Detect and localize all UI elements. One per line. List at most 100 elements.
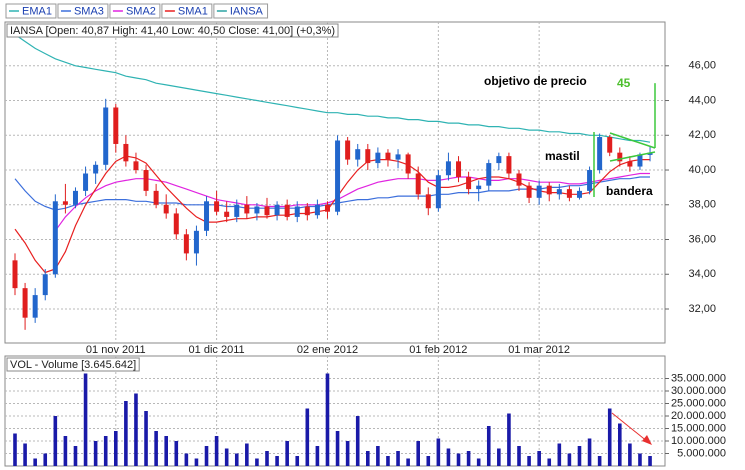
volume-bar [83, 373, 88, 466]
volume-bar [103, 436, 108, 466]
candle-body [324, 204, 330, 212]
volume-bar [527, 456, 531, 466]
legend: EMA1 SMA3 SMA2 SMA1 IANSA [5, 3, 269, 19]
volume-bar [335, 431, 340, 466]
candle-body [294, 206, 300, 217]
indicator-line [54, 172, 650, 232]
candle-body [52, 201, 58, 275]
legend-frame [109, 3, 161, 19]
volume-bar [245, 443, 249, 466]
candle-body [314, 204, 320, 216]
candle-body [365, 149, 371, 164]
candle-body [193, 230, 199, 254]
volume-bar [174, 441, 179, 466]
volume-bar [466, 451, 471, 466]
legend-frame [213, 3, 269, 19]
volume-bar [13, 433, 17, 466]
candle-body [42, 274, 48, 296]
candle-body [143, 170, 149, 191]
candle-body [576, 190, 582, 198]
volume-bar [154, 431, 158, 466]
y-tick-label: 46,00 [688, 60, 716, 72]
volume-bar [265, 451, 269, 466]
x-tick-label: 01 mar 2012 [508, 344, 570, 356]
volume-bar [607, 408, 612, 466]
candle-body [486, 163, 492, 186]
info-frame [6, 23, 339, 38]
legend-label: SMA1 [178, 5, 208, 17]
flag-top-line [609, 132, 656, 149]
candle-body [566, 189, 572, 198]
candle-body [113, 107, 119, 144]
y-tick-label: 5.000.000 [677, 447, 726, 459]
candle-body [12, 260, 18, 289]
volume-bar [224, 448, 229, 466]
candle-body [274, 204, 280, 216]
indicator-line [14, 34, 651, 143]
arrow-line [611, 412, 649, 443]
volume-bar [355, 416, 360, 466]
candle-body [597, 137, 603, 171]
volume-bar [517, 446, 521, 466]
candle-body [32, 295, 38, 318]
candle-body [476, 185, 482, 190]
volume-bar [406, 458, 410, 466]
volume-bar [194, 458, 199, 466]
volume-bar [476, 458, 481, 466]
candle-body [546, 185, 552, 195]
candle-body [22, 288, 28, 318]
volume-bar [416, 441, 420, 466]
candle-body [244, 204, 250, 214]
candle-body [335, 140, 341, 212]
volume-bar [255, 458, 259, 466]
candle-body [62, 201, 68, 205]
volume-bar [587, 438, 592, 466]
y-tick-label: 32,00 [688, 303, 716, 315]
legend-label: SMA3 [74, 5, 104, 17]
y-tick-label: 30.000.000 [671, 385, 726, 397]
volume-bar [436, 438, 441, 466]
candle-body [83, 173, 89, 191]
candle-body [647, 152, 653, 155]
candle-body [123, 143, 129, 162]
candle-body [627, 161, 633, 167]
y-tick-label: 20.000.000 [671, 410, 726, 422]
pattern-drawing [593, 132, 656, 445]
volume-bar [315, 446, 320, 466]
y-tick-label: 10.000.000 [671, 435, 726, 447]
volume-bar [295, 456, 300, 466]
volume-bar [507, 413, 511, 466]
volume-bar [63, 436, 68, 466]
volume-bar [325, 373, 330, 466]
legend-frame [57, 3, 109, 19]
y-tick-label: 34,00 [688, 268, 716, 280]
candle-body [133, 161, 139, 171]
candle-body [103, 107, 109, 165]
candle-body [173, 213, 179, 235]
volume-bar [275, 456, 279, 466]
candle-body [506, 156, 512, 174]
candle-body [516, 173, 522, 186]
candle-body [395, 154, 401, 160]
volume-bar [557, 443, 562, 466]
volume-bar [23, 443, 27, 466]
y-tick-label: 38,00 [688, 199, 716, 211]
legend-label: IANSA [230, 5, 264, 17]
volume-bar [144, 411, 148, 466]
candle-body [415, 173, 421, 195]
volume-bar [648, 456, 652, 466]
candle-body [163, 204, 169, 214]
volume-bar [33, 458, 37, 466]
candle-body [496, 156, 502, 164]
candle-body [183, 234, 189, 254]
flag-text: bandera [606, 184, 653, 198]
volume-title-frame [6, 357, 140, 372]
volume-bar [204, 446, 209, 466]
volume-layer: 5.000.00010.000.00015.000.00020.000.0002… [5, 356, 726, 466]
volume-bar [53, 416, 58, 466]
volume-bar [396, 451, 400, 466]
legend-label: EMA1 [22, 5, 52, 17]
legend-frame [161, 3, 213, 19]
volume-bar [537, 451, 541, 466]
